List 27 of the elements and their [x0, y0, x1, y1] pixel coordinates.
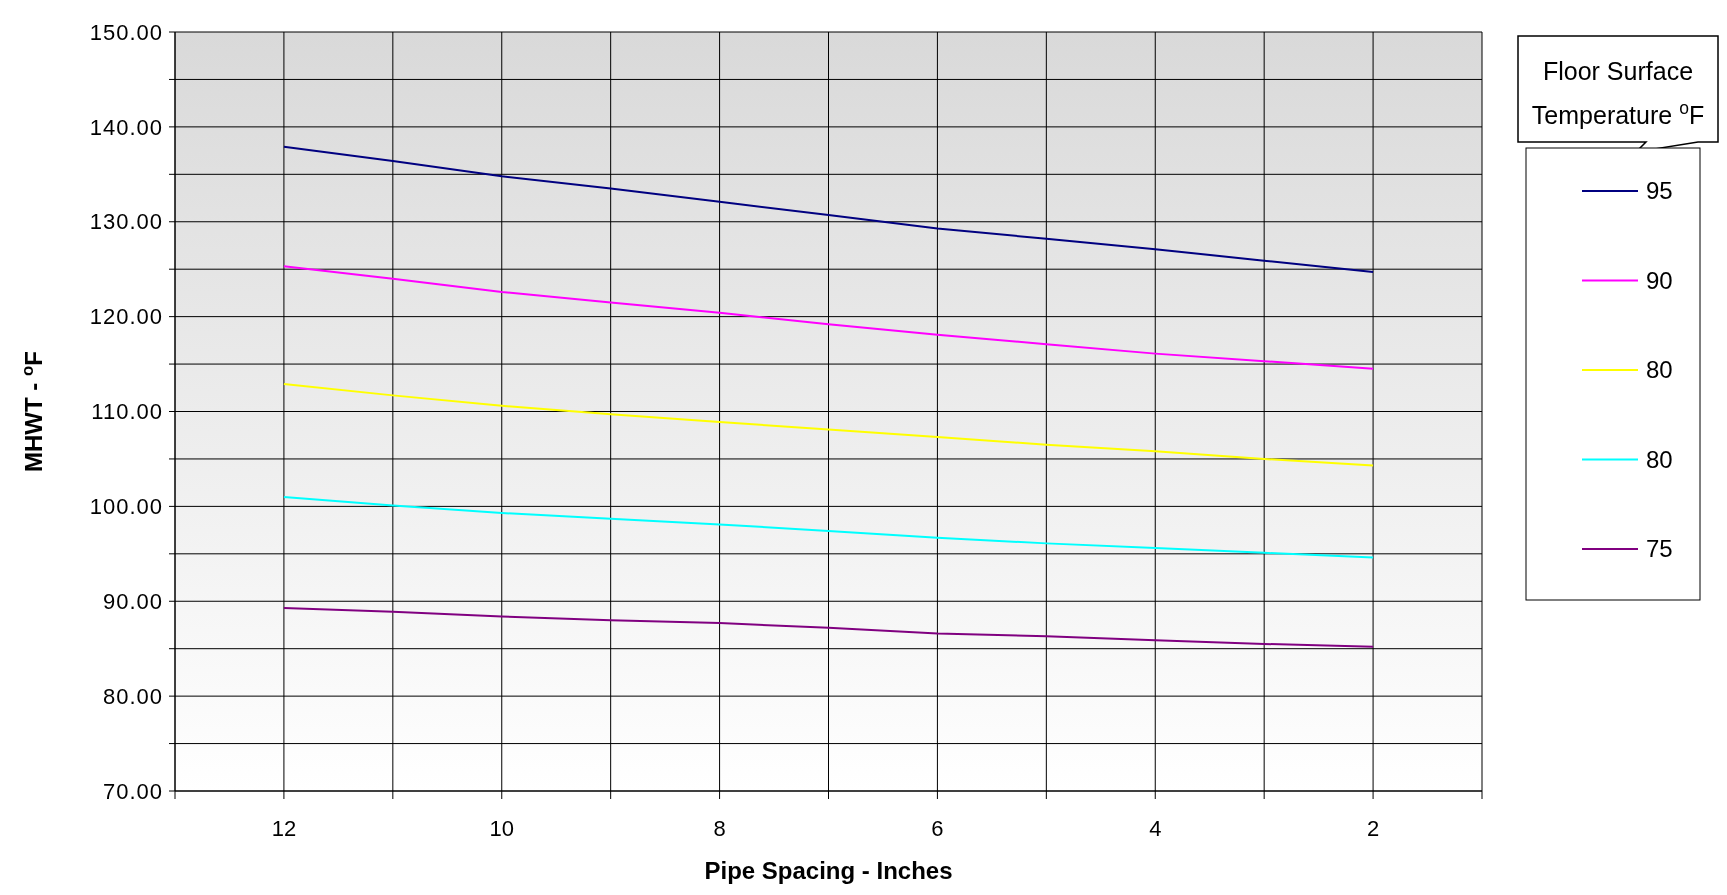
legend-label: 80 [1646, 445, 1673, 473]
line-series [282, 265, 1375, 370]
y-tick-label: 80.00 [102, 683, 163, 709]
x-tick-label: 12 [271, 816, 297, 841]
line-series [282, 145, 1375, 274]
legend-label: 90 [1646, 266, 1673, 294]
legend-label: 80 [1646, 356, 1673, 384]
x-tick-label: 6 [931, 816, 944, 841]
x-axis-title: Pipe Spacing - Inches [704, 857, 953, 884]
y-tick-label: 150.00 [89, 19, 163, 45]
line-series [282, 495, 1375, 559]
x-tick-label: 2 [1366, 816, 1380, 841]
y-tick-label: 90.00 [102, 588, 163, 614]
y-tick-label: 110.00 [91, 399, 163, 425]
legend-label: 95 [1646, 177, 1673, 205]
y-tick-label: 140.00 [89, 114, 163, 140]
y-tick-label: 70.00 [102, 778, 163, 804]
legend-title: Floor Surface Temperature $^{o}$F [1531, 57, 1705, 129]
x-tick-label: 4 [1149, 816, 1162, 841]
y-tick-label: 120.00 [89, 304, 163, 330]
legend-label: 75 [1646, 535, 1673, 563]
x-tick-label: 10 [489, 816, 514, 841]
y-tick-label: 130.00 [89, 209, 163, 235]
line-series [282, 606, 1375, 648]
line-series [282, 382, 1375, 467]
y-tick-label: 100.00 [89, 494, 163, 520]
x-tick-label: 8 [713, 816, 726, 841]
